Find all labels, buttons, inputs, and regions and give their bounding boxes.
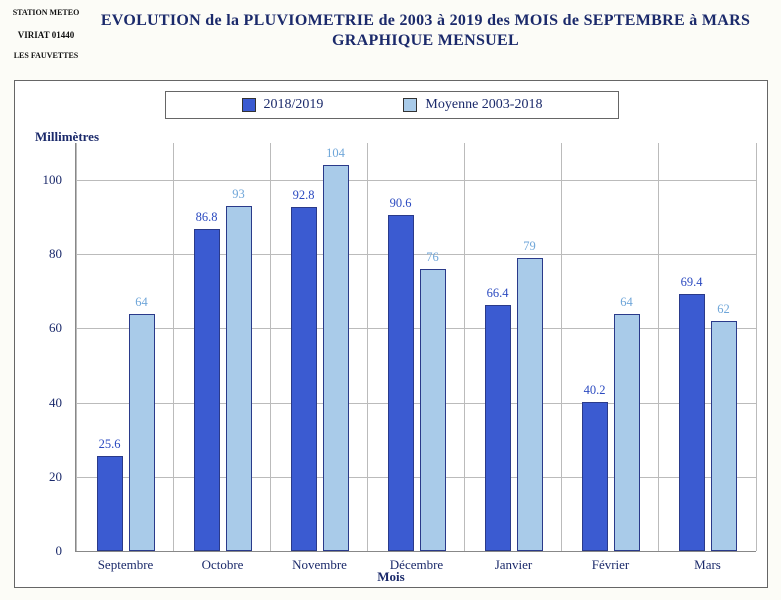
page: STATION METEO VIRIAT 01440 LES FAUVETTES… [0,0,781,600]
bar [517,258,543,551]
bar [614,314,640,551]
y-tick-label: 20 [22,469,62,485]
x-axis-label: Mois [15,569,767,585]
title-line-1: EVOLUTION de la PLUVIOMETRIE de 2003 à 2… [90,12,761,30]
legend-swatch-series1 [242,98,256,112]
logo-line-1: STATION METEO [10,8,82,17]
legend: 2018/2019 Moyenne 2003-2018 [165,91,619,119]
plot-area: 02040608010025.664Septembre86.893Octobre… [75,143,756,552]
bar-group: 40.264Février [561,143,659,551]
title-line-2: GRAPHIQUE MENSUEL [90,32,761,50]
chart-container: 2018/2019 Moyenne 2003-2018 Millimètres … [14,80,768,588]
legend-label-series2: Moyenne 2003-2018 [425,97,542,113]
bar [679,294,705,551]
bar-group: 66.479Janvier [464,143,562,551]
bar-value-label: 25.6 [90,437,130,452]
y-tick-label: 80 [22,246,62,262]
bar-value-label: 92.8 [284,188,324,203]
legend-item-series1: 2018/2019 [242,97,324,113]
legend-label-series1: 2018/2019 [264,97,324,113]
page-title: EVOLUTION de la PLUVIOMETRIE de 2003 à 2… [90,12,761,50]
bar [420,269,446,551]
bar-value-label: 93 [219,187,259,202]
bar-group: 92.8104Novembre [270,143,368,551]
bar-group: 86.893Octobre [173,143,271,551]
bar-value-label: 64 [607,295,647,310]
y-tick-label: 60 [22,320,62,336]
bar-value-label: 62 [704,302,744,317]
bar [129,314,155,551]
bar-value-label: 90.6 [381,196,421,211]
bar [226,206,252,551]
bar [388,215,414,551]
bar [582,402,608,551]
bar-value-label: 66.4 [478,286,518,301]
y-tick-label: 100 [22,172,62,188]
bar [194,229,220,551]
bar [97,456,123,551]
bar-value-label: 64 [122,295,162,310]
y-tick-label: 40 [22,395,62,411]
legend-item-series2: Moyenne 2003-2018 [403,97,542,113]
bar-value-label: 86.8 [187,210,227,225]
station-logo: STATION METEO VIRIAT 01440 LES FAUVETTES [10,8,82,68]
bar [323,165,349,551]
bar [291,207,317,551]
bar-value-label: 79 [510,239,550,254]
bar-value-label: 104 [316,146,356,161]
bar-group: 90.676Décembre [367,143,465,551]
legend-swatch-series2 [403,98,417,112]
y-tick-label: 0 [22,543,62,559]
bar-group: 69.462Mars [658,143,757,551]
logo-line-2: VIRIAT 01440 [10,30,82,40]
bar [711,321,737,551]
bar-value-label: 76 [413,250,453,265]
logo-line-3: LES FAUVETTES [10,51,82,60]
bar-value-label: 69.4 [672,275,712,290]
bar-value-label: 40.2 [575,383,615,398]
bar [485,305,511,551]
bar-group: 25.664Septembre [76,143,174,551]
